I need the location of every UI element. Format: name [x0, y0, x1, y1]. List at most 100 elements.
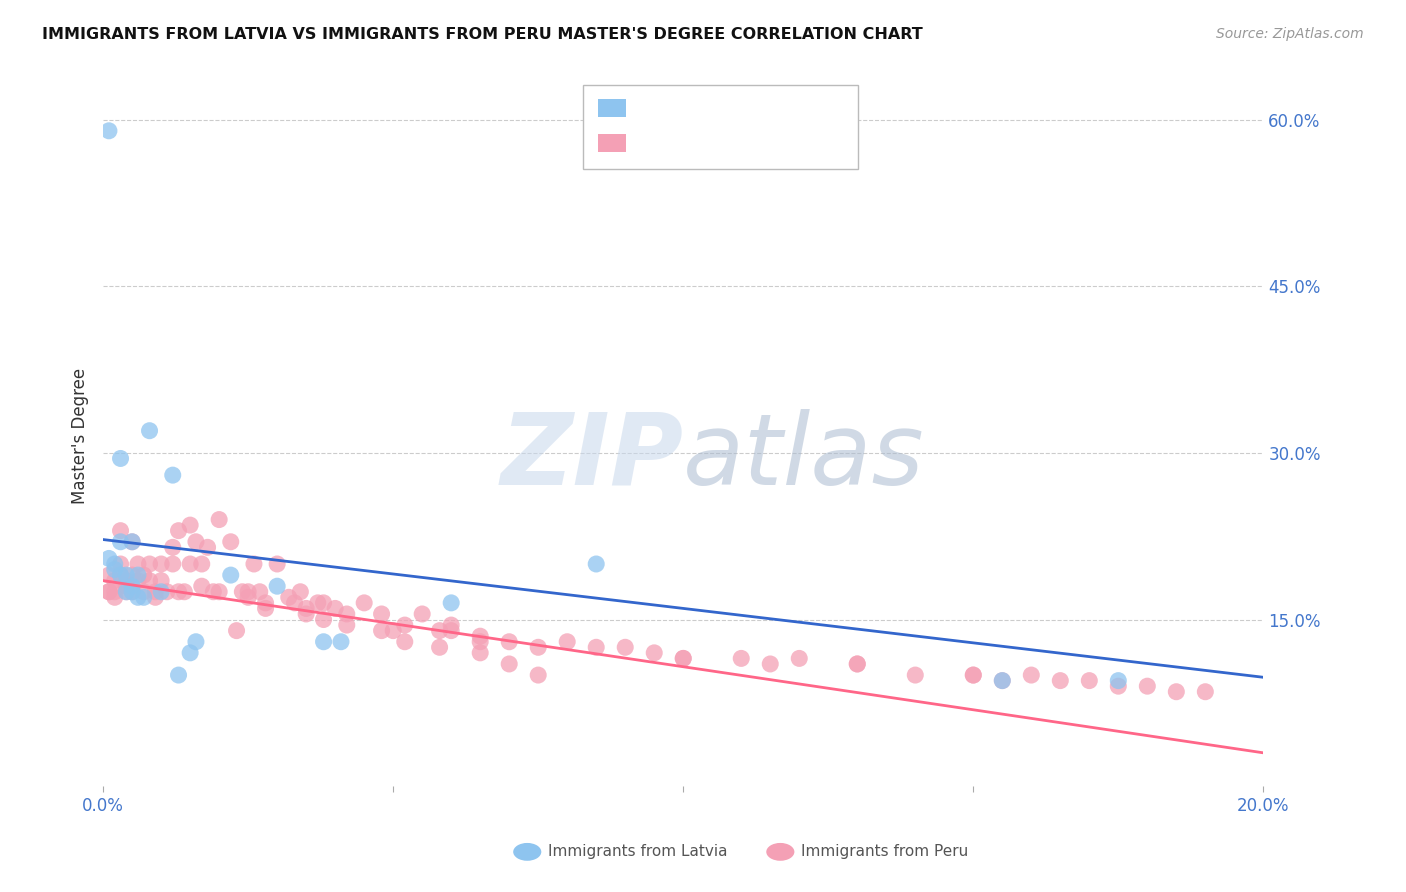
Point: [132, 568, 155, 582]
Point: [236, 591, 259, 605]
Text: -0.288: -0.288: [668, 99, 727, 117]
Point: [138, 557, 160, 571]
Y-axis label: Master's Degree: Master's Degree: [72, 368, 89, 504]
Point: [167, 668, 190, 682]
Text: Source: ZipAtlas.com: Source: ZipAtlas.com: [1216, 27, 1364, 41]
Point: [382, 624, 405, 638]
Point: [208, 584, 231, 599]
Point: [1019, 668, 1042, 682]
Point: [179, 646, 201, 660]
Point: [1136, 679, 1159, 693]
Point: [470, 646, 492, 660]
Point: [254, 596, 277, 610]
Point: [411, 607, 433, 621]
Point: [121, 534, 143, 549]
Point: [121, 568, 143, 582]
Point: [353, 596, 375, 610]
Point: [132, 584, 155, 599]
Point: [219, 534, 242, 549]
Text: ZIP: ZIP: [501, 409, 683, 506]
Point: [585, 557, 607, 571]
Text: atlas: atlas: [683, 409, 925, 506]
Point: [143, 584, 166, 599]
Point: [730, 651, 752, 665]
Point: [127, 557, 149, 571]
Point: [295, 607, 318, 621]
Point: [1107, 673, 1129, 688]
Point: [962, 668, 984, 682]
Point: [290, 584, 312, 599]
Point: [370, 624, 392, 638]
Point: [312, 596, 335, 610]
Point: [150, 557, 173, 571]
Point: [138, 574, 160, 588]
Point: [184, 634, 207, 648]
Point: [184, 534, 207, 549]
Point: [132, 591, 155, 605]
Point: [243, 557, 266, 571]
Point: [162, 541, 184, 555]
Point: [104, 591, 127, 605]
Point: [110, 524, 132, 538]
Point: [846, 657, 869, 671]
Point: [394, 634, 416, 648]
Point: [307, 596, 329, 610]
Point: [225, 624, 247, 638]
Point: [143, 591, 166, 605]
Point: [162, 468, 184, 483]
Point: [127, 574, 149, 588]
Text: Immigrants from Latvia: Immigrants from Latvia: [548, 845, 728, 859]
Point: [121, 579, 143, 593]
Point: [295, 601, 318, 615]
Point: [336, 618, 359, 632]
Point: [284, 596, 307, 610]
Point: [1194, 684, 1216, 698]
Point: [1049, 673, 1071, 688]
Point: [643, 646, 665, 660]
Point: [323, 601, 346, 615]
Point: [179, 518, 201, 533]
Point: [104, 557, 127, 571]
Point: [277, 591, 299, 605]
Point: [115, 579, 138, 593]
Point: [440, 618, 463, 632]
Point: [110, 557, 132, 571]
Point: [104, 584, 127, 599]
Point: [266, 557, 288, 571]
Point: [370, 607, 392, 621]
Point: [1166, 684, 1188, 698]
Point: [991, 673, 1014, 688]
Point: [585, 640, 607, 655]
Point: [104, 563, 127, 577]
Point: [440, 596, 463, 610]
Point: [470, 634, 492, 648]
Point: [110, 568, 132, 582]
Point: [110, 451, 132, 466]
Point: [150, 574, 173, 588]
Point: [787, 651, 810, 665]
Point: [110, 534, 132, 549]
Point: [429, 640, 451, 655]
Point: [904, 668, 927, 682]
Text: N =: N =: [731, 134, 768, 152]
Point: [179, 557, 201, 571]
Point: [97, 568, 120, 582]
Point: [394, 618, 416, 632]
Point: [236, 584, 259, 599]
Point: [167, 584, 190, 599]
Point: [156, 584, 179, 599]
Point: [336, 607, 359, 621]
Point: [121, 584, 143, 599]
Point: [249, 584, 271, 599]
Text: 101: 101: [763, 134, 799, 152]
Point: [527, 668, 550, 682]
Point: [121, 584, 143, 599]
Point: [127, 568, 149, 582]
Point: [162, 557, 184, 571]
Point: [672, 651, 695, 665]
Point: [254, 601, 277, 615]
Point: [115, 584, 138, 599]
Point: [190, 579, 212, 593]
Point: [197, 541, 219, 555]
Point: [555, 634, 578, 648]
